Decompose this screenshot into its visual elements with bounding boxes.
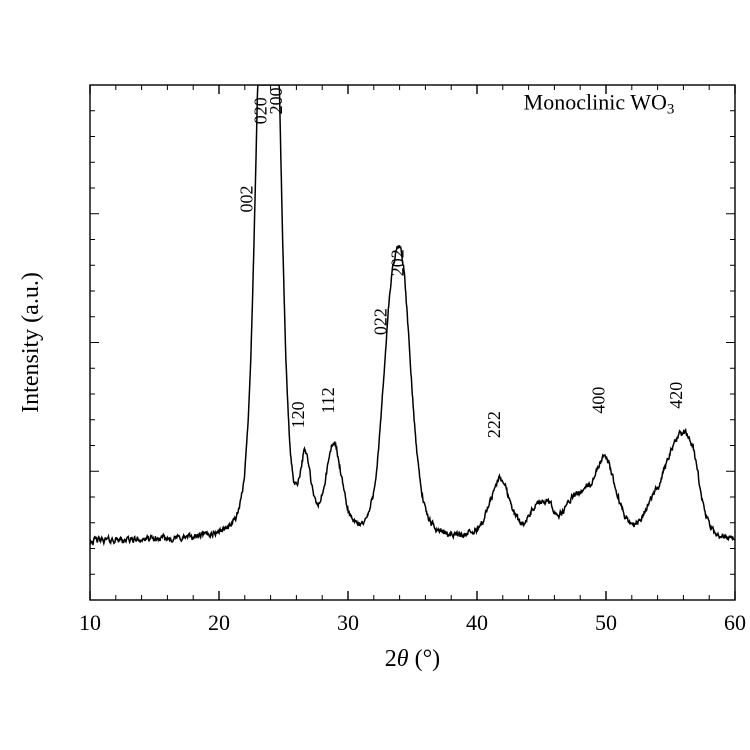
peak-label: 202 [387,249,407,276]
xtick-label: 20 [208,610,230,635]
x-axis-label: 2θ (°) [385,646,440,672]
peak-label: 400 [589,387,609,414]
peak-label: 420 [666,382,686,409]
peak-label: 200 [266,87,286,114]
peak-label: 112 [318,387,338,413]
xtick-label: 60 [724,610,746,635]
peak-label: 120 [288,401,308,428]
peak-label: 222 [484,411,504,438]
xtick-label: 50 [595,610,617,635]
xtick-label: 30 [337,610,359,635]
xtick-label: 40 [466,610,488,635]
xtick-label: 10 [79,610,101,635]
y-axis-label: Intensity (a.u.) [18,272,44,413]
phase-annotation: Monoclinic WO3 [524,90,675,118]
peak-label: 002 [237,186,257,213]
xrd-svg: 10 20 30 40 50 60 Intensity (a.u.) 2θ (°) Monocl… [0,0,750,750]
peak-label: 022 [371,308,391,335]
xrd-chart: 10 20 30 40 50 60 Intensity (a.u.) 2θ (°) Monocl… [0,0,750,750]
